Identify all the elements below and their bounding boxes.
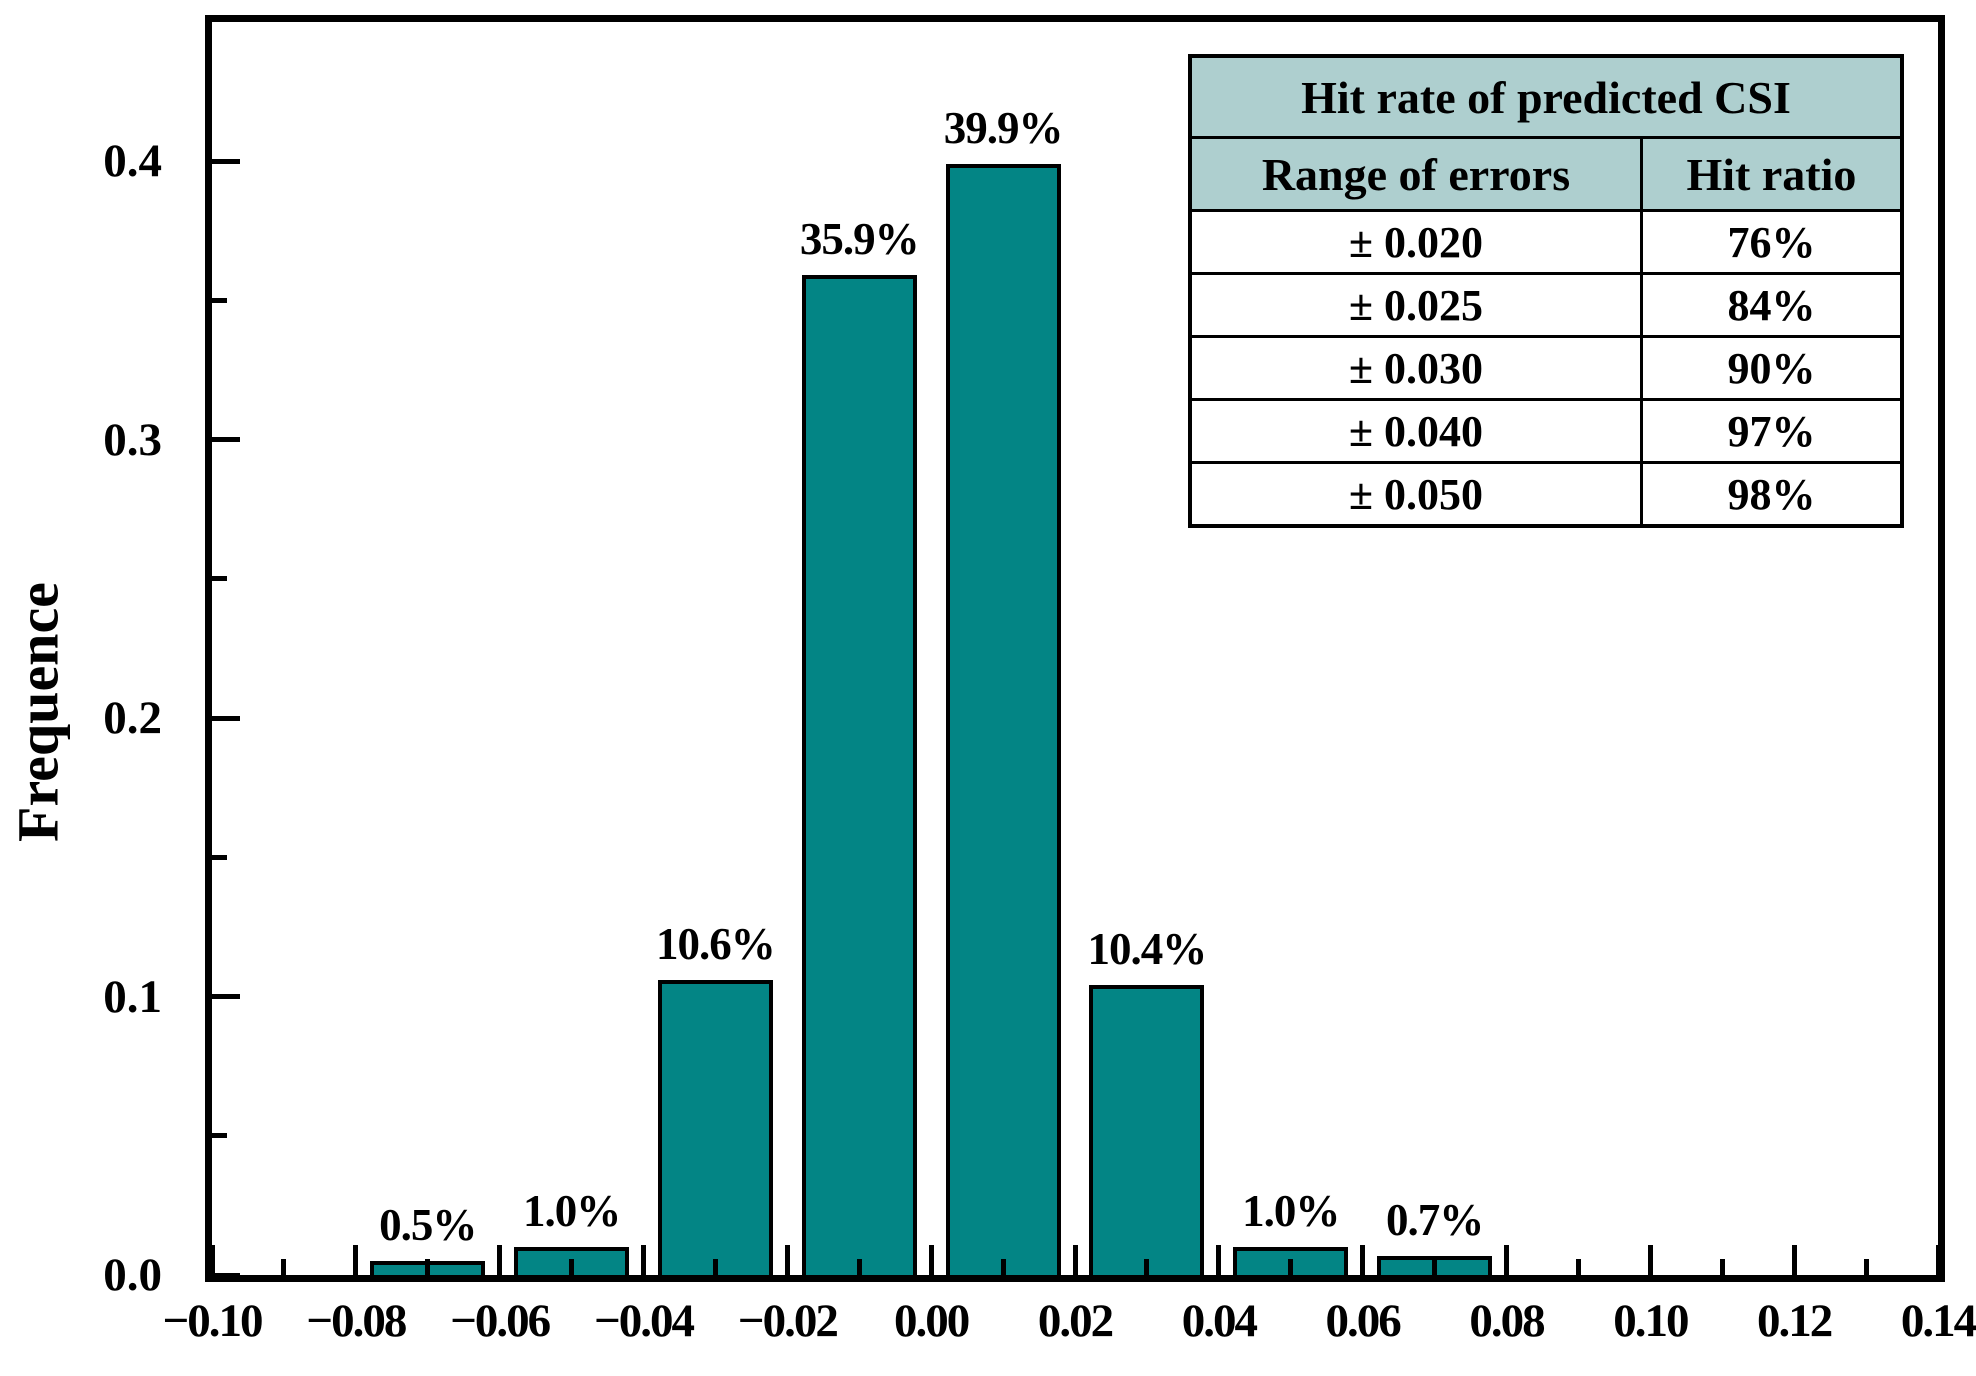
x-axis-minor-tick [1000,1259,1006,1275]
table-row: ± 0.050 98% [1188,461,1904,528]
table-row: ± 0.040 97% [1188,398,1904,464]
table-col-header-ratio: Hit ratio [1639,136,1904,212]
x-axis-minor-tick [856,1259,862,1275]
ratio-cell: 90% [1639,335,1904,401]
x-axis-minor-tick [1144,1259,1150,1275]
x-axis-tick-label: 0.14 [1900,1295,1976,1347]
ratio-cell: 97% [1639,398,1904,464]
x-axis-minor-tick [1719,1259,1725,1275]
y-axis-minor-tick [212,1133,227,1139]
x-axis-minor-tick [712,1259,718,1275]
x-axis-tick-label: −0.04 [593,1295,695,1347]
x-axis-tick-label: 0.00 [894,1295,970,1347]
x-axis-tick-label: 0.02 [1037,1295,1114,1347]
y-axis-tick-label: 0.0 [103,1249,162,1301]
table-row: ± 0.020 76% [1188,209,1904,275]
x-axis-minor-tick [1288,1259,1294,1275]
ratio-cell: 98% [1639,461,1904,528]
y-axis-tick-label: 0.2 [103,692,162,745]
bar-value-label: 10.4% [1087,924,1208,975]
y-axis-tick-label: 0.4 [103,135,162,188]
table-title: Hit rate of predicted CSI [1188,54,1904,139]
range-cell: ± 0.025 [1188,272,1643,338]
y-axis-major-tick [212,1272,240,1278]
table-row: ± 0.025 84% [1188,272,1904,338]
bar-value-label: 1.0% [1242,1186,1340,1237]
bar-value-label: 10.6% [656,918,776,969]
y-axis-minor-tick [212,576,227,582]
bar-value-label: 0.7% [1385,1194,1484,1245]
range-cell: ± 0.020 [1188,209,1643,275]
table-title-row: Hit rate of predicted CSI [1188,54,1904,139]
x-axis-tick-label: −0.02 [737,1295,839,1347]
histogram-bar [945,164,1061,1275]
x-axis-major-tick [641,1245,646,1275]
x-axis-tick-label: 0.08 [1469,1295,1545,1347]
hit-rate-inset: Hit rate of predicted CSI Range of error… [1188,54,1904,528]
histogram-bar [801,275,917,1275]
x-axis-major-tick [1935,1245,1941,1275]
bar-value-label: 1.0% [522,1186,621,1237]
table-row: ± 0.030 90% [1188,335,1904,401]
table-col-header-range: Range of errors [1188,136,1643,212]
x-axis-tick-label: 0.10 [1613,1295,1689,1347]
x-axis-major-tick [928,1245,934,1275]
x-axis-major-tick [784,1245,790,1275]
x-axis-major-tick [1072,1245,1078,1275]
histogram-bar [657,979,773,1275]
x-axis-minor-tick [569,1259,575,1275]
hit-rate-table: Hit rate of predicted CSI Range of error… [1188,54,1904,528]
x-axis-tick-label: −0.10 [162,1295,263,1347]
x-axis-minor-tick [425,1259,431,1275]
y-axis-minor-tick [212,297,227,303]
x-axis-minor-tick [281,1259,287,1275]
y-axis-tick-label: 0.3 [103,413,162,466]
x-axis-tick-label: 0.06 [1325,1295,1402,1347]
table-header-row: Range of errors Hit ratio [1188,136,1904,212]
x-axis-minor-tick [1432,1259,1438,1275]
x-axis-major-tick [497,1245,503,1275]
y-axis-tick-label: 0.1 [103,970,162,1023]
bar-value-label: 39.9% [943,103,1064,154]
x-axis-major-tick [1504,1245,1509,1275]
x-axis-major-tick [1647,1245,1653,1275]
x-axis-major-tick [209,1245,215,1275]
histogram-bar [1089,985,1205,1275]
y-axis-major-tick [212,437,240,443]
ratio-cell: 84% [1639,272,1904,338]
x-axis-minor-tick [1575,1259,1581,1275]
ratio-cell: 76% [1639,209,1904,275]
x-axis-tick-label: −0.06 [450,1295,551,1347]
range-cell: ± 0.030 [1188,335,1643,401]
x-axis-major-tick [1216,1245,1222,1275]
range-cell: ± 0.040 [1188,398,1643,464]
bar-value-label: 35.9% [799,214,920,265]
y-axis-major-tick [212,158,240,164]
range-cell: ± 0.050 [1188,461,1643,528]
x-axis-tick-label: 0.04 [1181,1295,1258,1347]
x-axis-tick-label: −0.08 [306,1295,407,1347]
bar-value-label: 0.5% [379,1200,477,1251]
y-axis-minor-tick [212,854,227,860]
x-axis-major-tick [1360,1245,1366,1275]
y-axis-major-tick [212,994,240,1000]
x-axis-major-tick [353,1245,359,1275]
x-axis-major-tick [1791,1245,1797,1275]
x-axis-minor-tick [1863,1259,1869,1275]
x-axis-tick-label: 0.12 [1757,1295,1833,1347]
y-axis-major-tick [212,715,240,721]
